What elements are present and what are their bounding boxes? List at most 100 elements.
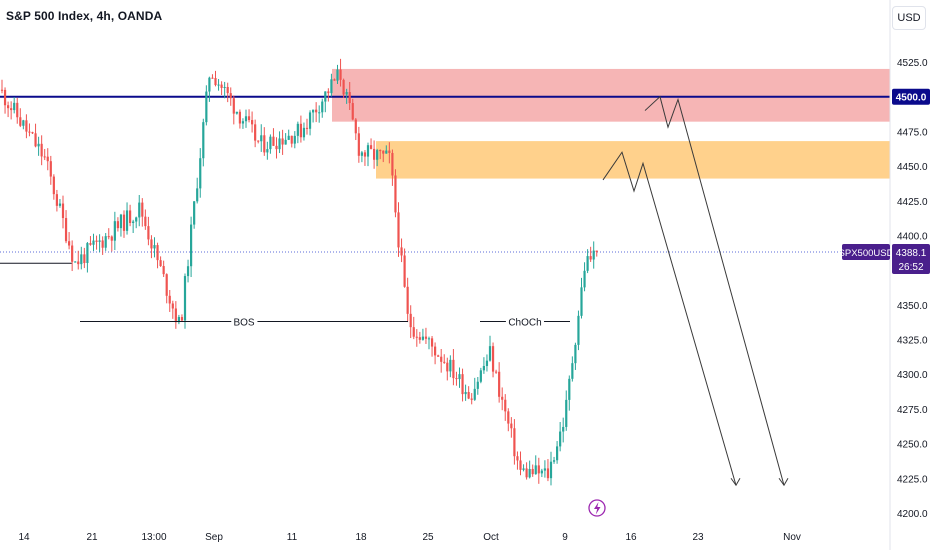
candle-body-139 [424, 336, 428, 339]
x-tick-label-3: Sep [205, 532, 223, 543]
candle-body-130 [397, 212, 400, 248]
candle-body-137 [418, 337, 421, 340]
candle-body-175 [534, 465, 537, 475]
candle-body-174 [531, 468, 534, 475]
y-tick-label-5: 4325.0 [897, 336, 928, 347]
candle-body-146 [446, 362, 449, 372]
candle-body-78 [238, 111, 241, 124]
candle-body-36 [110, 236, 113, 241]
candle-body-6 [19, 117, 22, 126]
candle-body-0 [0, 89, 4, 91]
candle-body-23 [71, 245, 74, 262]
candle-body-170 [519, 460, 522, 470]
candle-body-166 [507, 411, 510, 424]
candle-body-136 [415, 336, 418, 338]
supply-zone[interactable] [376, 141, 890, 179]
bos-label: BOS [233, 317, 254, 328]
candle-body-53 [162, 266, 165, 275]
candle-body-61 [186, 266, 190, 277]
projection-path-a[interactable] [602, 151, 737, 486]
candle-body-122 [373, 148, 376, 160]
candles-layer [0, 58, 598, 486]
candle-body-37 [113, 221, 116, 241]
candle-body-140 [427, 338, 431, 340]
candle-body-90 [275, 145, 278, 150]
candle-body-171 [522, 468, 525, 470]
currency-button[interactable]: USD [892, 6, 926, 30]
candle-body-151 [461, 374, 464, 395]
choch-label: ChOCh [508, 317, 541, 328]
candle-body-182 [556, 446, 559, 461]
projection-path-b[interactable] [644, 95, 785, 486]
candle-body-180 [549, 461, 553, 479]
price-axis[interactable]: 4200.0 4225.0 4250.0 4275.0 4300.0 4325.0 4350… [897, 58, 928, 520]
candle-body-172 [525, 468, 528, 478]
candle-body-31 [95, 240, 98, 242]
candle-body-129 [394, 175, 397, 213]
candle-body-163 [498, 371, 501, 397]
candle-body-15 [46, 156, 49, 162]
lightning-event-icon[interactable] [588, 499, 606, 517]
candle-body-112 [342, 79, 345, 95]
x-tick-label-1: 21 [86, 532, 98, 543]
candle-body-116 [354, 119, 357, 134]
candle-body-118 [360, 152, 363, 156]
time-axis[interactable]: 14 21 13:00 Sep 11 18 25 Oct 9 16 23 Nov [18, 532, 800, 543]
candle-body-164 [501, 396, 504, 400]
candle-body-73 [223, 86, 226, 88]
candle-body-115 [351, 103, 354, 120]
candle-body-35 [107, 236, 110, 238]
candle-body-50 [153, 245, 156, 249]
candle-body-131 [400, 247, 403, 256]
candle-body-72 [220, 84, 223, 88]
resistance-zone[interactable] [332, 68, 890, 122]
candle-body-190 [580, 287, 583, 316]
candle-body-24 [74, 261, 77, 263]
x-tick-label-7: Oct [483, 532, 499, 543]
candle-body-7 [22, 120, 25, 126]
candle-body-142 [434, 346, 437, 356]
candle-body-22 [68, 241, 71, 246]
candle-body-150 [458, 374, 461, 380]
y-tick-label-8: 4400.0 [897, 231, 928, 242]
candle-body-95 [290, 135, 293, 144]
candle-body-134 [409, 313, 412, 328]
candle-body-185 [565, 399, 568, 427]
level-price-tag-text: 4500.0 [896, 93, 927, 104]
candle-body-120 [366, 145, 370, 157]
candle-body-117 [357, 133, 360, 156]
candle-body-183 [559, 431, 562, 447]
candle-body-127 [388, 150, 391, 153]
candle-body-63 [193, 201, 196, 225]
candle-body-9 [28, 131, 31, 133]
candle-body-91 [278, 138, 281, 150]
candle-body-49 [150, 239, 153, 249]
candle-body-119 [363, 152, 367, 157]
candle-body-86 [263, 135, 266, 153]
candle-body-102 [312, 109, 315, 113]
candle-body-155 [473, 388, 476, 400]
candle-body-184 [562, 426, 565, 432]
candle-body-124 [379, 150, 382, 152]
candle-body-154 [470, 398, 473, 400]
candle-body-20 [61, 203, 65, 219]
candle-body-67 [205, 91, 208, 123]
candle-body-74 [226, 86, 229, 94]
lightning-icon [594, 502, 601, 515]
candle-body-132 [403, 255, 406, 287]
candle-body-17 [52, 176, 55, 195]
candle-body-27 [83, 254, 86, 263]
candle-body-1 [3, 89, 7, 106]
x-tick-label-6: 25 [422, 532, 434, 543]
candle-body-76 [232, 98, 235, 114]
y-tick-label-3: 4275.0 [897, 405, 928, 416]
candle-body-18 [55, 194, 58, 206]
candle-body-84 [257, 140, 260, 142]
candle-body-188 [574, 344, 577, 364]
candle-body-169 [516, 456, 519, 461]
candle-body-66 [202, 122, 205, 159]
candle-body-121 [369, 145, 373, 149]
candle-body-110 [336, 69, 339, 81]
